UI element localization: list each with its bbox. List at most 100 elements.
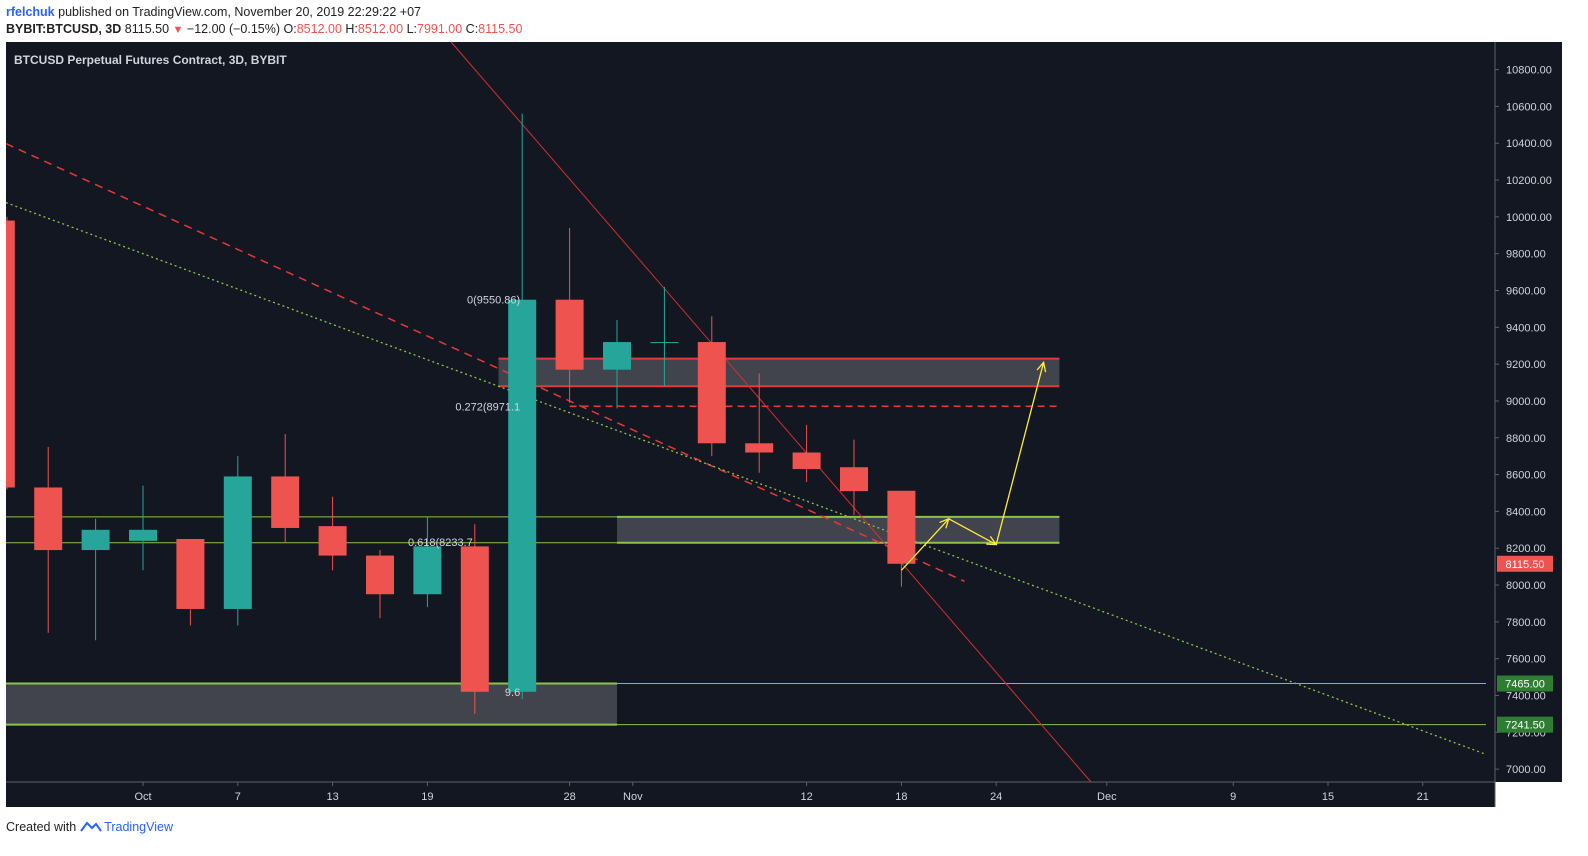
- candle-down: [6, 220, 15, 488]
- price-tick-label: 10800.00: [1506, 65, 1552, 77]
- axis-layer: 7000.007200.007400.007600.007800.008000.…: [134, 65, 1553, 803]
- high-value: 8512.00: [357, 22, 404, 36]
- candle-up: [129, 529, 157, 541]
- price-tick-label: 9600.00: [1506, 286, 1546, 298]
- price-badge-label: 8115.50: [1506, 559, 1545, 571]
- time-tick-label: 9: [1230, 791, 1236, 803]
- candle-down: [271, 476, 300, 528]
- price-zone: [617, 516, 1060, 543]
- price-tick-label: 9800.00: [1506, 249, 1546, 261]
- candle-up: [223, 476, 252, 609]
- time-tick-label: Oct: [134, 791, 151, 803]
- price-badge: [1497, 716, 1553, 733]
- time-tick-label: Nov: [623, 791, 643, 803]
- time-tick-label: 7: [235, 791, 241, 803]
- time-tick-label: Dec: [1097, 791, 1117, 803]
- tradingview-brand: TradingView: [104, 820, 173, 834]
- red-dashed-trendline: [5, 142, 965, 583]
- fib-level-label: 0.272(8971.1: [455, 401, 520, 413]
- tradingview-link[interactable]: TradingView: [80, 820, 173, 834]
- publish-info: rfelchuk published on TradingView.com, N…: [6, 5, 421, 19]
- price-tick-label: 7600.00: [1506, 654, 1546, 666]
- price-tick-label: 8400.00: [1506, 506, 1546, 518]
- time-tick-label: 13: [326, 791, 338, 803]
- time-tick-label: 19: [421, 791, 433, 803]
- price-tick-label: 8000.00: [1506, 580, 1546, 592]
- fib-level-label: 9.6: [505, 687, 520, 699]
- price-tick-label: 7000.00: [1506, 764, 1546, 776]
- close-value: 8115.50: [478, 22, 523, 36]
- author-link[interactable]: rfelchuk: [6, 5, 55, 19]
- down-arrow-icon: ▼: [172, 24, 184, 36]
- candle-down: [34, 487, 63, 551]
- candle-down: [460, 546, 489, 692]
- time-tick-label: 15: [1322, 791, 1334, 803]
- price-tick-label: 10200.00: [1506, 175, 1552, 187]
- candle-down: [366, 555, 394, 595]
- price-tick-label: 8600.00: [1506, 470, 1546, 482]
- symbol-label: BYBIT:BTCUSD, 3D: [6, 22, 122, 36]
- overlay-layer: 0(9550.86) 0.272(8971.1 0.618(8233.7 9.6: [408, 295, 1047, 699]
- price-badge-label: 7465.00: [1505, 679, 1545, 691]
- candle-down: [318, 526, 347, 556]
- projection-arrow-segment: [948, 518, 997, 546]
- candlestick-chart[interactable]: 0(9550.86)0.272(8971.10.618(8233.79.6 70…: [0, 40, 1588, 808]
- time-tick-label: 21: [1417, 791, 1429, 803]
- price-tick-label: 10400.00: [1506, 138, 1552, 150]
- change-value: −12.00 (−0.15%): [186, 22, 281, 36]
- candle-down: [697, 342, 726, 444]
- candle-down: [176, 539, 205, 609]
- price-badge: [1497, 555, 1553, 572]
- projection-arrow-segment: [995, 362, 1045, 545]
- candles-layer: [6, 113, 916, 714]
- low-value: 7991.00: [417, 22, 463, 36]
- high-label: H:: [345, 22, 358, 36]
- candle-up: [508, 299, 537, 692]
- low-label: L:: [406, 22, 417, 36]
- price-tick-label: 10000.00: [1506, 212, 1552, 224]
- footer: Created with TradingView: [6, 820, 173, 834]
- symbol-info: BYBIT:BTCUSD, 3D 8115.50 ▼ −12.00 (−0.15…: [6, 22, 522, 36]
- candle-down: [840, 467, 868, 492]
- arrowhead-icon: [1036, 360, 1047, 373]
- candle-up: [603, 342, 631, 370]
- fib-level-label: 0(9550.86): [467, 295, 520, 307]
- price-tick-label: 9200.00: [1506, 359, 1546, 371]
- published-text: published on TradingView.com, November 2…: [58, 5, 421, 19]
- open-value: 8512.00: [296, 22, 342, 36]
- candle-up: [650, 342, 679, 344]
- chart-title: BTCUSD Perpetual Futures Contract, 3D, B…: [14, 53, 287, 67]
- tradingview-logo-icon: [80, 821, 103, 832]
- price-tick-label: 7400.00: [1506, 690, 1546, 702]
- price-tick-label: 8800.00: [1506, 433, 1546, 445]
- red-solid-trendline: [450, 41, 1092, 783]
- fib-level-label: 0.618(8233.7: [408, 537, 473, 549]
- created-with-label: Created with: [6, 820, 77, 834]
- candle-down: [555, 299, 584, 370]
- candle-up: [81, 529, 110, 551]
- price-tick-label: 9000.00: [1506, 396, 1546, 408]
- candle-down: [792, 452, 821, 470]
- price-tick-label: 8200.00: [1506, 543, 1546, 555]
- close-label: C:: [465, 22, 479, 36]
- price-axis[interactable]: [1495, 42, 1562, 782]
- open-label: O:: [283, 22, 297, 36]
- projection-arrow-segment: [900, 518, 950, 571]
- time-tick-label: 28: [563, 791, 575, 803]
- price-tick-label: 7800.00: [1506, 617, 1546, 629]
- last-price: 8115.50: [124, 22, 170, 36]
- price-badge: [1497, 675, 1553, 692]
- price-tick-label: 10600.00: [1506, 101, 1552, 113]
- plot-area[interactable]: [6, 42, 1495, 782]
- price-badge-label: 7241.50: [1505, 720, 1545, 732]
- time-tick-label: 24: [990, 791, 1002, 803]
- chart-container[interactable]: 0(9550.86) 0.272(8971.1 0.618(8233.7 9.6 70…: [0, 40, 1588, 808]
- candle-down: [745, 443, 774, 453]
- candle-up: [413, 546, 442, 595]
- price-tick-label: 9400.00: [1506, 322, 1546, 334]
- time-tick-label: 18: [895, 791, 907, 803]
- green-dotted-trendline: [5, 202, 1487, 755]
- time-tick-label: 12: [800, 791, 812, 803]
- price-zone: [498, 358, 1060, 387]
- time-axis[interactable]: [6, 782, 1495, 807]
